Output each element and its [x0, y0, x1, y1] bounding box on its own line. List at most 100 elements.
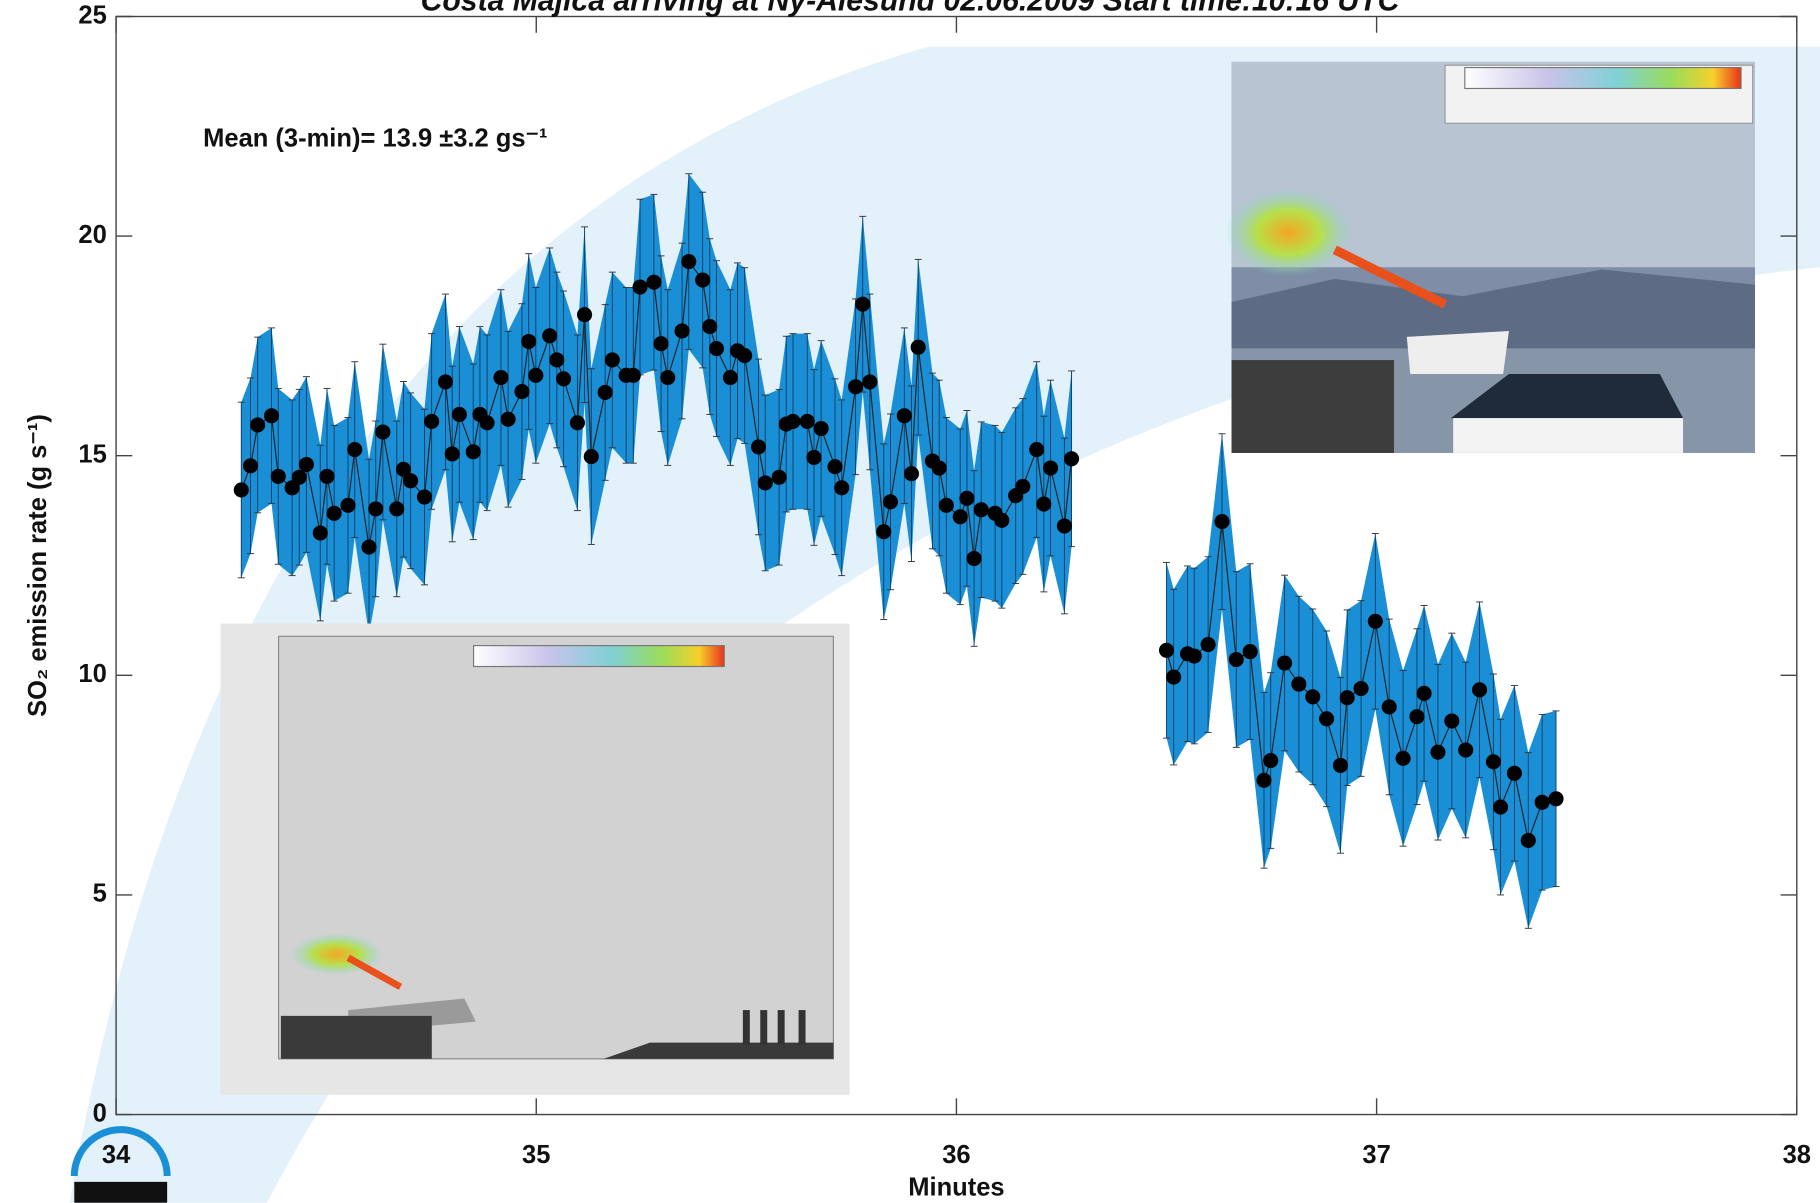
x-tick-label: 34: [102, 1141, 131, 1169]
x-tick-label: 38: [1783, 1141, 1811, 1169]
data-point: [271, 469, 286, 484]
data-point: [1187, 648, 1202, 663]
data-point: [1201, 637, 1216, 652]
x-tick-label: 36: [942, 1141, 970, 1169]
data-point: [848, 379, 863, 394]
y-tick-label: 25: [78, 1, 106, 29]
data-point: [1029, 442, 1044, 457]
data-point: [514, 384, 529, 399]
data-point: [855, 297, 870, 312]
data-point: [994, 513, 1009, 528]
data-point: [953, 509, 968, 524]
data-point: [1354, 681, 1369, 696]
data-point: [904, 466, 919, 481]
data-point: [1507, 766, 1522, 781]
data-point: [834, 480, 849, 495]
data-point: [772, 470, 787, 485]
y-tick-label: 0: [93, 1099, 107, 1127]
data-point: [932, 460, 947, 475]
data-point: [974, 502, 989, 517]
data-point: [1409, 709, 1424, 724]
data-point: [1214, 514, 1229, 529]
data-point: [340, 498, 355, 513]
data-point: [1263, 753, 1278, 768]
data-point: [480, 415, 495, 430]
data-point: [800, 414, 815, 429]
data-point: [660, 370, 675, 385]
y-axis-label: SO₂ emission rate (g s⁻¹): [24, 414, 52, 717]
data-point: [806, 450, 821, 465]
data-point: [723, 370, 738, 385]
data-point: [1486, 754, 1501, 769]
data-point: [827, 459, 842, 474]
data-point: [234, 482, 249, 497]
data-point: [1159, 643, 1174, 658]
data-point: [1444, 713, 1459, 728]
data-point: [876, 524, 891, 539]
data-point: [452, 407, 467, 422]
x-axis-label: Minutes: [908, 1174, 1004, 1202]
data-point: [751, 439, 766, 454]
data-point: [883, 494, 898, 509]
y-tick-label: 15: [78, 440, 106, 468]
data-point: [389, 501, 404, 516]
data-point: [445, 446, 460, 461]
data-point: [737, 348, 752, 363]
data-point: [292, 470, 307, 485]
data-point: [1417, 686, 1432, 701]
data-point: [264, 408, 279, 423]
data-point: [1340, 690, 1355, 705]
data-point: [1493, 800, 1508, 815]
data-point: [1333, 758, 1348, 773]
data-point: [424, 414, 439, 429]
data-point: [1535, 795, 1550, 810]
data-point: [967, 551, 982, 566]
data-point: [814, 421, 829, 436]
x-tick-label: 37: [1362, 1141, 1390, 1169]
data-point: [438, 374, 453, 389]
data-point: [556, 371, 571, 386]
data-point: [862, 374, 877, 389]
data-point: [1057, 518, 1072, 533]
data-point: [626, 368, 641, 383]
data-point: [785, 414, 800, 429]
data-point: [1430, 745, 1445, 760]
data-point: [549, 352, 564, 367]
data-point: [1521, 833, 1536, 848]
data-point: [466, 444, 481, 459]
data-point: [1319, 711, 1334, 726]
data-point: [375, 424, 390, 439]
data-point: [1548, 791, 1563, 806]
data-point: [1382, 699, 1397, 714]
data-point: [646, 275, 661, 290]
data-point: [327, 506, 342, 521]
data-point: [361, 540, 376, 555]
data-point: [1015, 479, 1030, 494]
data-point: [1036, 496, 1051, 511]
data-point: [299, 457, 314, 472]
y-tick-label: 20: [78, 221, 106, 249]
data-point: [598, 385, 613, 400]
y-tick-label: 5: [93, 880, 107, 908]
data-point: [403, 473, 418, 488]
data-point: [1166, 670, 1181, 685]
data-point: [528, 368, 543, 383]
inset-photo: [1225, 62, 1755, 453]
data-point: [493, 370, 508, 385]
data-point: [521, 334, 536, 349]
data-point: [243, 458, 258, 473]
data-point: [632, 280, 647, 295]
inset-camera-image: [221, 624, 850, 1095]
data-point: [1291, 677, 1306, 692]
data-point: [939, 498, 954, 513]
data-point: [1256, 773, 1271, 788]
data-point: [1458, 742, 1473, 757]
data-point: [368, 501, 383, 516]
data-point: [319, 469, 334, 484]
chart: 05101520253435363738 Costa Majica arrivi…: [0, 0, 1820, 1203]
data-point: [1229, 652, 1244, 667]
data-point: [1305, 689, 1320, 704]
data-point: [702, 319, 717, 334]
data-point: [542, 328, 557, 343]
data-point: [959, 491, 974, 506]
